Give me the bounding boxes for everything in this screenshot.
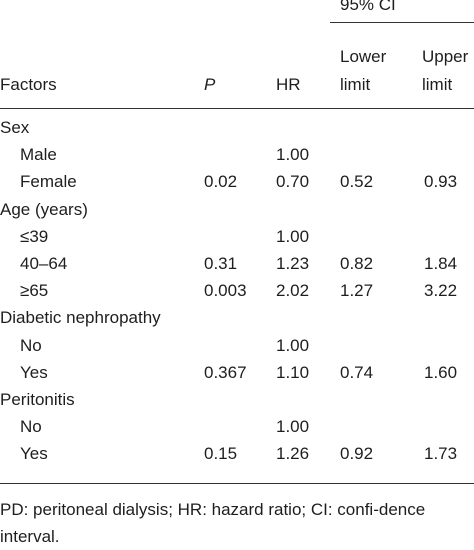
group-label: Sex (0, 118, 30, 137)
factor-label: 40–64 (20, 254, 68, 273)
factors-header: Factors (0, 75, 57, 94)
factor-label: Yes (20, 444, 48, 464)
lower-cell: 0.52 (340, 172, 374, 192)
factor-label: ≤39 (20, 226, 49, 246)
hr-cell: 2.02 (276, 281, 310, 301)
lower-limit-header-line2: limit (340, 75, 371, 94)
upper-cell: 1.60 (424, 362, 458, 382)
table-footnote: PD: peritoneal dialysis; HR: hazard rati… (0, 500, 426, 546)
p-cell: 0.003 (204, 281, 247, 301)
hr-cell: 1.26 (276, 444, 310, 464)
factor-label: ≥65 (20, 281, 49, 301)
factor-label: No (20, 335, 42, 355)
lower-cell: 1.27 (340, 281, 374, 301)
upper-cell: 3.22 (424, 281, 458, 301)
group-label: Diabetic nephropathy (0, 308, 161, 328)
lower-limit-header-line1: Lower (340, 47, 387, 66)
bottom-rule (0, 483, 474, 484)
ci-group-header: 95% CI (340, 0, 396, 14)
hr-cell: 1.00 (276, 145, 310, 165)
hr-cell: 0.70 (276, 172, 310, 192)
factor-label: No (20, 417, 42, 437)
lower-cell: 0.82 (340, 254, 374, 273)
header-rule (0, 108, 474, 109)
lower-cell: 0.74 (340, 362, 374, 382)
upper-limit-header-line2: limit (422, 75, 453, 94)
hr-cell: 1.00 (276, 226, 310, 246)
p-cell: 0.02 (204, 172, 238, 192)
upper-cell: 0.93 (424, 172, 458, 192)
p-header: P (204, 75, 216, 94)
factor-label: Male (20, 145, 57, 165)
lower-cell: 0.92 (340, 444, 374, 464)
upper-cell: 1.84 (424, 254, 458, 273)
p-cell: 0.31 (204, 254, 238, 273)
hr-header: HR (276, 75, 301, 94)
p-cell: 0.15 (204, 444, 238, 464)
hr-cell: 1.10 (276, 362, 310, 382)
upper-cell: 1.73 (424, 444, 458, 464)
hr-cell: 1.00 (276, 417, 310, 437)
group-label: Peritonitis (0, 390, 75, 409)
p-cell: 0.367 (204, 362, 247, 382)
hr-cell: 1.23 (276, 254, 310, 273)
group-label: Age (years) (0, 199, 88, 219)
ci-group-rule (330, 22, 474, 23)
hr-cell: 1.00 (276, 335, 310, 355)
upper-limit-header-line1: Upper (422, 47, 469, 66)
factor-label: Female (20, 172, 77, 192)
factor-label: Yes (20, 362, 48, 382)
